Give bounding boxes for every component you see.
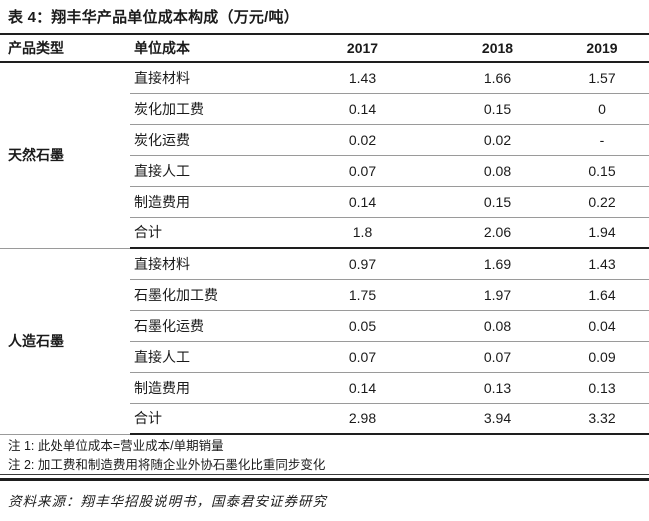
row-label: 炭化运费 [130,124,285,156]
value-cell-2019: - [555,124,649,156]
table-row: 制造费用 0.14 0.13 0.13 [0,372,649,404]
table-row: 直接人工 0.07 0.07 0.09 [0,341,649,373]
group-label-0: 天然石墨 [0,62,130,249]
value-cell-2018: 0.13 [440,372,555,404]
value-cell-2018: 2.06 [440,217,555,249]
value-cell-2017: 0.02 [285,124,440,156]
value-cell-2019: 0 [555,93,649,125]
value-cell-2018: 0.15 [440,93,555,125]
value-cell-2019: 1.94 [555,217,649,249]
table-row: 炭化运费 0.02 0.02- [0,124,649,156]
value-cell-2019: 1.64 [555,279,649,311]
value-cell-2017: 0.14 [285,186,440,218]
row-label: 直接人工 [130,341,285,373]
note-text: 注 2: 加工费和制造费用将随企业外协石墨化比重同步变化 [0,454,649,475]
note-text: 注 1: 此处单位成本=营业成本/单期销量 [8,439,224,453]
table-row: 合计 2.98 3.94 3.32 [0,403,649,435]
value-cell-2019: 0.22 [555,186,649,218]
note-row-1: 注 1: 此处单位成本=营业成本/单期销量 [0,434,649,454]
value-cell-2018: 0.08 [440,310,555,342]
table-row: 石墨化运费 0.05 0.08 0.04 [0,310,649,342]
col-header-2017: 2017 [285,34,440,63]
value-cell-2018: 0.07 [440,341,555,373]
value-cell-2019: 0.13 [555,372,649,404]
col-header-2019: 2019 [555,34,649,63]
value-cell-2018: 0.02 [440,124,555,156]
value-cell-2019: 0.15 [555,155,649,187]
value-cell-2017: 0.14 [285,372,440,404]
source-line: 资料来源：翔丰华招股说明书，国泰君安证券研究 [8,493,327,510]
value-cell-2018: 0.15 [440,186,555,218]
header-row: 产品类型 单位成本 2017 2018 2019 [0,34,649,63]
row-label: 直接人工 [130,155,285,187]
value-cell-2017: 1.8 [285,217,440,249]
value-cell-2017: 0.14 [285,93,440,125]
note-row-2: 注 2: 加工费和制造费用将随企业外协石墨化比重同步变化 [0,454,649,475]
table-title: 表 4：翔丰华产品单位成本构成（万元/吨） [8,9,299,26]
row-label: 制造费用 [130,372,285,404]
value-cell-2018: 1.66 [440,62,555,94]
table-row: 石墨化加工费 1.75 1.97 1.64 [0,279,649,311]
table-row: 制造费用 0.14 0.15 0.22 [0,186,649,218]
value-cell-2019: 0.04 [555,310,649,342]
value-cell-2017: 0.07 [285,341,440,373]
table-row: 天然石墨 直接材料 1.43 1.66 1.57 [0,62,649,249]
row-label: 石墨化运费 [130,310,285,342]
value-cell-2017: 0.97 [285,248,440,280]
value-cell-2017: 1.43 [285,62,440,94]
row-label: 炭化加工费 [130,93,285,125]
unit-cost-table: 产品类型 单位成本 2017 2018 2019 天然石墨 直接材料 1.43 1.6… [0,33,649,475]
value-cell-2019: 0.09 [555,341,649,373]
value-cell-2017: 0.05 [285,310,440,342]
group-label-1: 人造石墨 [0,248,130,435]
value-cell-2017: 0.07 [285,155,440,187]
value-cell-2018: 1.97 [440,279,555,311]
row-label: 直接材料 [130,248,285,280]
row-label: 直接材料 [130,62,285,94]
value-cell-2017: 2.98 [285,403,440,435]
table-row: 炭化加工费 0.14 0.15 0 [0,93,649,125]
row-label: 合计 [130,403,285,435]
col-header-product-type: 产品类型 [0,34,130,63]
value-cell-2018: 3.94 [440,403,555,435]
row-label: 合计 [130,217,285,249]
value-cell-2018: 0.08 [440,155,555,187]
row-label: 制造费用 [130,186,285,218]
value-cell-2019: 1.57 [555,62,649,94]
col-header-unit-cost: 单位成本 [130,34,285,63]
table-row: 直接人工 0.07 0.08 0.15 [0,155,649,187]
table-bottom-rule [0,477,649,481]
value-cell-2019: 3.32 [555,403,649,435]
value-cell-2019: 1.43 [555,248,649,280]
col-header-2018: 2018 [440,34,555,63]
value-cell-2017: 1.75 [285,279,440,311]
table-row: 人造石墨 直接材料 0.97 1.69 1.43 [0,248,649,435]
row-label: 石墨化加工费 [130,279,285,311]
table-row: 合计 1.8 2.06 1.94 [0,217,649,249]
value-cell-2018: 1.69 [440,248,555,280]
